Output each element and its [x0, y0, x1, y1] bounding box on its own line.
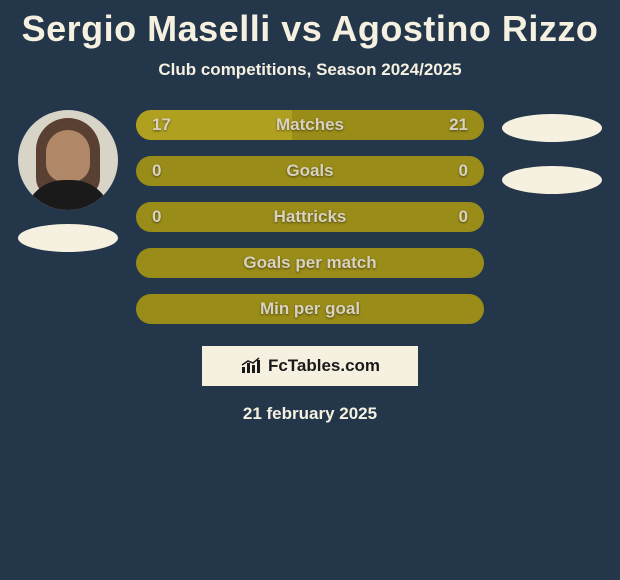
stat-label: Min per goal [136, 299, 484, 319]
source-logo: FcTables.com [202, 346, 418, 386]
footer-date: 21 february 2025 [0, 404, 620, 424]
comparison-container: 17 Matches 21 0 Goals 0 0 Hattricks 0 Go… [0, 110, 620, 340]
stat-right-value: 21 [449, 115, 468, 135]
stat-row-hattricks: 0 Hattricks 0 [136, 202, 484, 232]
chart-icon [240, 357, 262, 375]
stat-right-value: 0 [459, 207, 468, 227]
player-left-column [8, 110, 128, 340]
stat-label: Matches [136, 115, 484, 135]
stat-row-min-per-goal: Min per goal [136, 294, 484, 324]
source-logo-text: FcTables.com [268, 356, 380, 376]
page-title: Sergio Maselli vs Agostino Rizzo [0, 0, 620, 50]
stat-label: Goals [136, 161, 484, 181]
player-left-avatar [18, 110, 118, 210]
stat-row-goals: 0 Goals 0 [136, 156, 484, 186]
page-subtitle: Club competitions, Season 2024/2025 [0, 60, 620, 80]
stat-right-value: 0 [459, 161, 468, 181]
stat-row-goals-per-match: Goals per match [136, 248, 484, 278]
stat-row-matches: 17 Matches 21 [136, 110, 484, 140]
player-right-column [492, 110, 612, 340]
stat-label: Goals per match [136, 253, 484, 273]
player-right-badge [502, 166, 602, 194]
stat-bars: 17 Matches 21 0 Goals 0 0 Hattricks 0 Go… [128, 110, 492, 340]
player-right-badge [502, 114, 602, 142]
player-left-badge [18, 224, 118, 252]
stat-label: Hattricks [136, 207, 484, 227]
